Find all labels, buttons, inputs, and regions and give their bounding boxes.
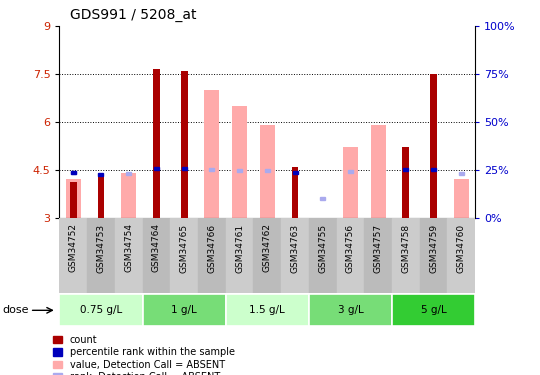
Bar xyxy=(143,294,226,326)
Bar xyxy=(154,166,159,170)
Text: 1 g/L: 1 g/L xyxy=(171,305,197,315)
Bar xyxy=(143,217,170,292)
Bar xyxy=(98,173,104,176)
Text: GSM34762: GSM34762 xyxy=(263,224,272,273)
Bar xyxy=(198,217,226,292)
Bar xyxy=(420,217,448,292)
Bar xyxy=(226,217,253,292)
Text: GSM34758: GSM34758 xyxy=(401,224,410,273)
Bar xyxy=(253,217,281,292)
Text: GSM34756: GSM34756 xyxy=(346,224,355,273)
Bar xyxy=(431,168,436,171)
Bar xyxy=(59,217,87,292)
Bar xyxy=(260,125,275,218)
Text: GSM34755: GSM34755 xyxy=(318,224,327,273)
Bar xyxy=(448,217,475,292)
Bar xyxy=(237,169,242,172)
Bar xyxy=(71,171,76,174)
Text: GSM34765: GSM34765 xyxy=(180,224,188,273)
Text: 5 g/L: 5 g/L xyxy=(421,305,447,315)
Bar xyxy=(336,217,365,292)
Text: GSM34761: GSM34761 xyxy=(235,224,244,273)
Bar xyxy=(59,294,143,326)
Text: GSM34752: GSM34752 xyxy=(69,224,78,273)
Bar xyxy=(153,69,160,218)
Bar xyxy=(430,74,437,217)
Bar xyxy=(370,125,386,218)
Bar xyxy=(402,147,409,218)
Bar xyxy=(459,172,464,176)
Bar xyxy=(226,294,309,326)
Bar xyxy=(210,168,214,171)
Bar xyxy=(204,90,219,218)
Legend: count, percentile rank within the sample, value, Detection Call = ABSENT, rank, : count, percentile rank within the sample… xyxy=(53,335,235,375)
Bar xyxy=(115,217,143,292)
Bar xyxy=(66,179,81,218)
Bar xyxy=(293,171,298,174)
Bar xyxy=(121,173,136,217)
Bar xyxy=(265,169,270,172)
Bar xyxy=(87,217,115,292)
Bar xyxy=(343,147,358,218)
Text: GDS991 / 5208_at: GDS991 / 5208_at xyxy=(70,9,197,22)
Text: GSM34754: GSM34754 xyxy=(124,224,133,273)
Bar xyxy=(364,217,392,292)
Text: GSM34766: GSM34766 xyxy=(207,224,217,273)
Bar xyxy=(232,106,247,218)
Text: 1.5 g/L: 1.5 g/L xyxy=(249,305,285,315)
Bar xyxy=(170,217,198,292)
Text: GSM34764: GSM34764 xyxy=(152,224,161,273)
Bar xyxy=(181,166,187,170)
Text: dose: dose xyxy=(3,305,29,315)
Bar xyxy=(403,168,408,171)
Bar xyxy=(309,217,336,292)
Bar xyxy=(98,174,104,217)
Text: GSM34753: GSM34753 xyxy=(97,224,105,273)
Bar xyxy=(71,171,76,174)
Bar xyxy=(281,217,309,292)
Bar xyxy=(454,179,469,218)
Bar xyxy=(309,294,392,326)
Bar xyxy=(348,170,353,173)
Bar xyxy=(181,71,187,217)
Bar xyxy=(292,166,299,218)
Text: 0.75 g/L: 0.75 g/L xyxy=(80,305,122,315)
Text: GSM34763: GSM34763 xyxy=(291,224,300,273)
Bar xyxy=(392,294,475,326)
Bar xyxy=(320,197,325,200)
Bar xyxy=(70,183,77,218)
Bar xyxy=(126,172,131,176)
Text: GSM34759: GSM34759 xyxy=(429,224,438,273)
Bar xyxy=(392,217,420,292)
Text: 3 g/L: 3 g/L xyxy=(338,305,363,315)
Text: GSM34760: GSM34760 xyxy=(457,224,466,273)
Text: GSM34757: GSM34757 xyxy=(374,224,383,273)
